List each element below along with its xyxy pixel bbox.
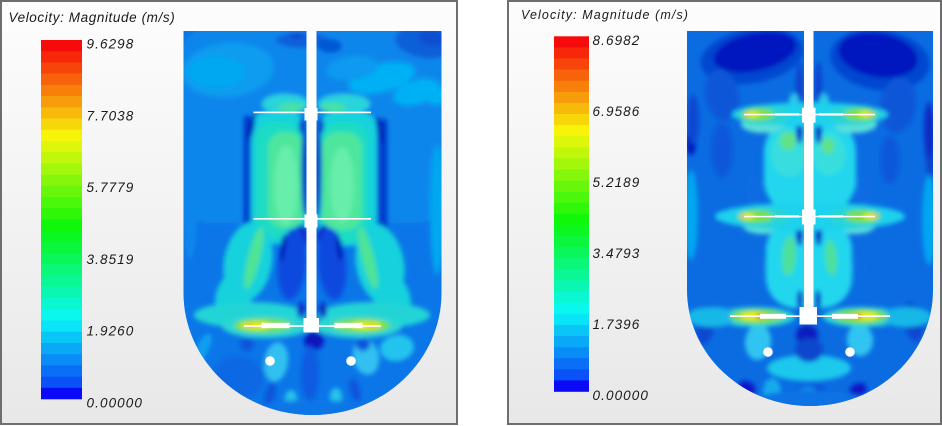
svg-text:3.8519: 3.8519 [87,252,135,267]
svg-text:8.6982: 8.6982 [593,33,641,48]
svg-text:0.00000: 0.00000 [593,388,650,403]
svg-text:5.2189: 5.2189 [593,175,641,190]
svg-text:1.7396: 1.7396 [593,317,641,332]
svg-text:7.7038: 7.7038 [87,108,135,123]
svg-text:0.00000: 0.00000 [87,396,144,411]
svg-text:5.7779: 5.7779 [87,180,135,195]
svg-text:3.4793: 3.4793 [593,246,641,261]
svg-text:1.9260: 1.9260 [87,324,135,339]
svg-text:9.6298: 9.6298 [87,37,135,52]
svg-text:6.9586: 6.9586 [593,104,641,119]
